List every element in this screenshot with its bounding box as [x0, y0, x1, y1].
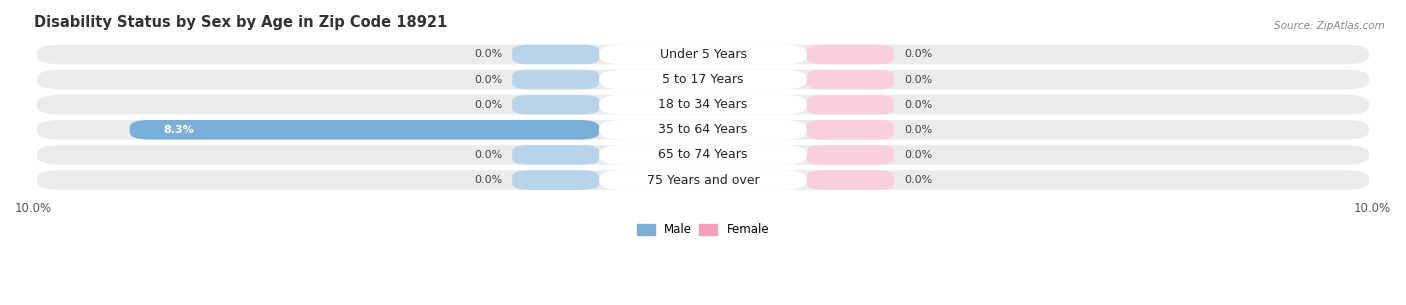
FancyBboxPatch shape — [807, 170, 894, 190]
Text: 0.0%: 0.0% — [474, 150, 502, 160]
FancyBboxPatch shape — [807, 95, 894, 114]
FancyBboxPatch shape — [599, 95, 807, 114]
Text: 5 to 17 Years: 5 to 17 Years — [662, 73, 744, 86]
FancyBboxPatch shape — [599, 70, 807, 89]
Text: 35 to 64 Years: 35 to 64 Years — [658, 123, 748, 136]
Text: 18 to 34 Years: 18 to 34 Years — [658, 98, 748, 111]
Text: 0.0%: 0.0% — [474, 49, 502, 59]
Text: 0.0%: 0.0% — [904, 125, 932, 135]
FancyBboxPatch shape — [807, 145, 894, 165]
Text: 0.0%: 0.0% — [904, 100, 932, 110]
FancyBboxPatch shape — [599, 170, 807, 190]
FancyBboxPatch shape — [37, 95, 1369, 114]
FancyBboxPatch shape — [37, 45, 1369, 64]
Text: 0.0%: 0.0% — [904, 150, 932, 160]
Text: 0.0%: 0.0% — [474, 100, 502, 110]
Text: 8.3%: 8.3% — [163, 125, 194, 135]
Text: 0.0%: 0.0% — [904, 175, 932, 185]
FancyBboxPatch shape — [37, 70, 1369, 89]
Text: 0.0%: 0.0% — [474, 175, 502, 185]
FancyBboxPatch shape — [807, 120, 894, 140]
FancyBboxPatch shape — [512, 45, 599, 64]
FancyBboxPatch shape — [599, 120, 807, 140]
FancyBboxPatch shape — [807, 70, 894, 89]
FancyBboxPatch shape — [807, 45, 894, 64]
Text: 75 Years and over: 75 Years and over — [647, 174, 759, 187]
Text: 65 to 74 Years: 65 to 74 Years — [658, 149, 748, 161]
Legend: Male, Female: Male, Female — [633, 219, 773, 241]
FancyBboxPatch shape — [512, 95, 599, 114]
Text: 0.0%: 0.0% — [474, 74, 502, 84]
Text: Under 5 Years: Under 5 Years — [659, 48, 747, 61]
FancyBboxPatch shape — [512, 170, 599, 190]
Text: 0.0%: 0.0% — [904, 74, 932, 84]
FancyBboxPatch shape — [599, 45, 807, 64]
FancyBboxPatch shape — [37, 145, 1369, 165]
Text: 0.0%: 0.0% — [904, 49, 932, 59]
FancyBboxPatch shape — [37, 170, 1369, 190]
Text: Disability Status by Sex by Age in Zip Code 18921: Disability Status by Sex by Age in Zip C… — [34, 15, 447, 30]
FancyBboxPatch shape — [129, 120, 599, 140]
FancyBboxPatch shape — [512, 70, 599, 89]
FancyBboxPatch shape — [37, 120, 1369, 140]
Text: Source: ZipAtlas.com: Source: ZipAtlas.com — [1274, 21, 1385, 31]
FancyBboxPatch shape — [512, 145, 599, 165]
FancyBboxPatch shape — [599, 145, 807, 165]
